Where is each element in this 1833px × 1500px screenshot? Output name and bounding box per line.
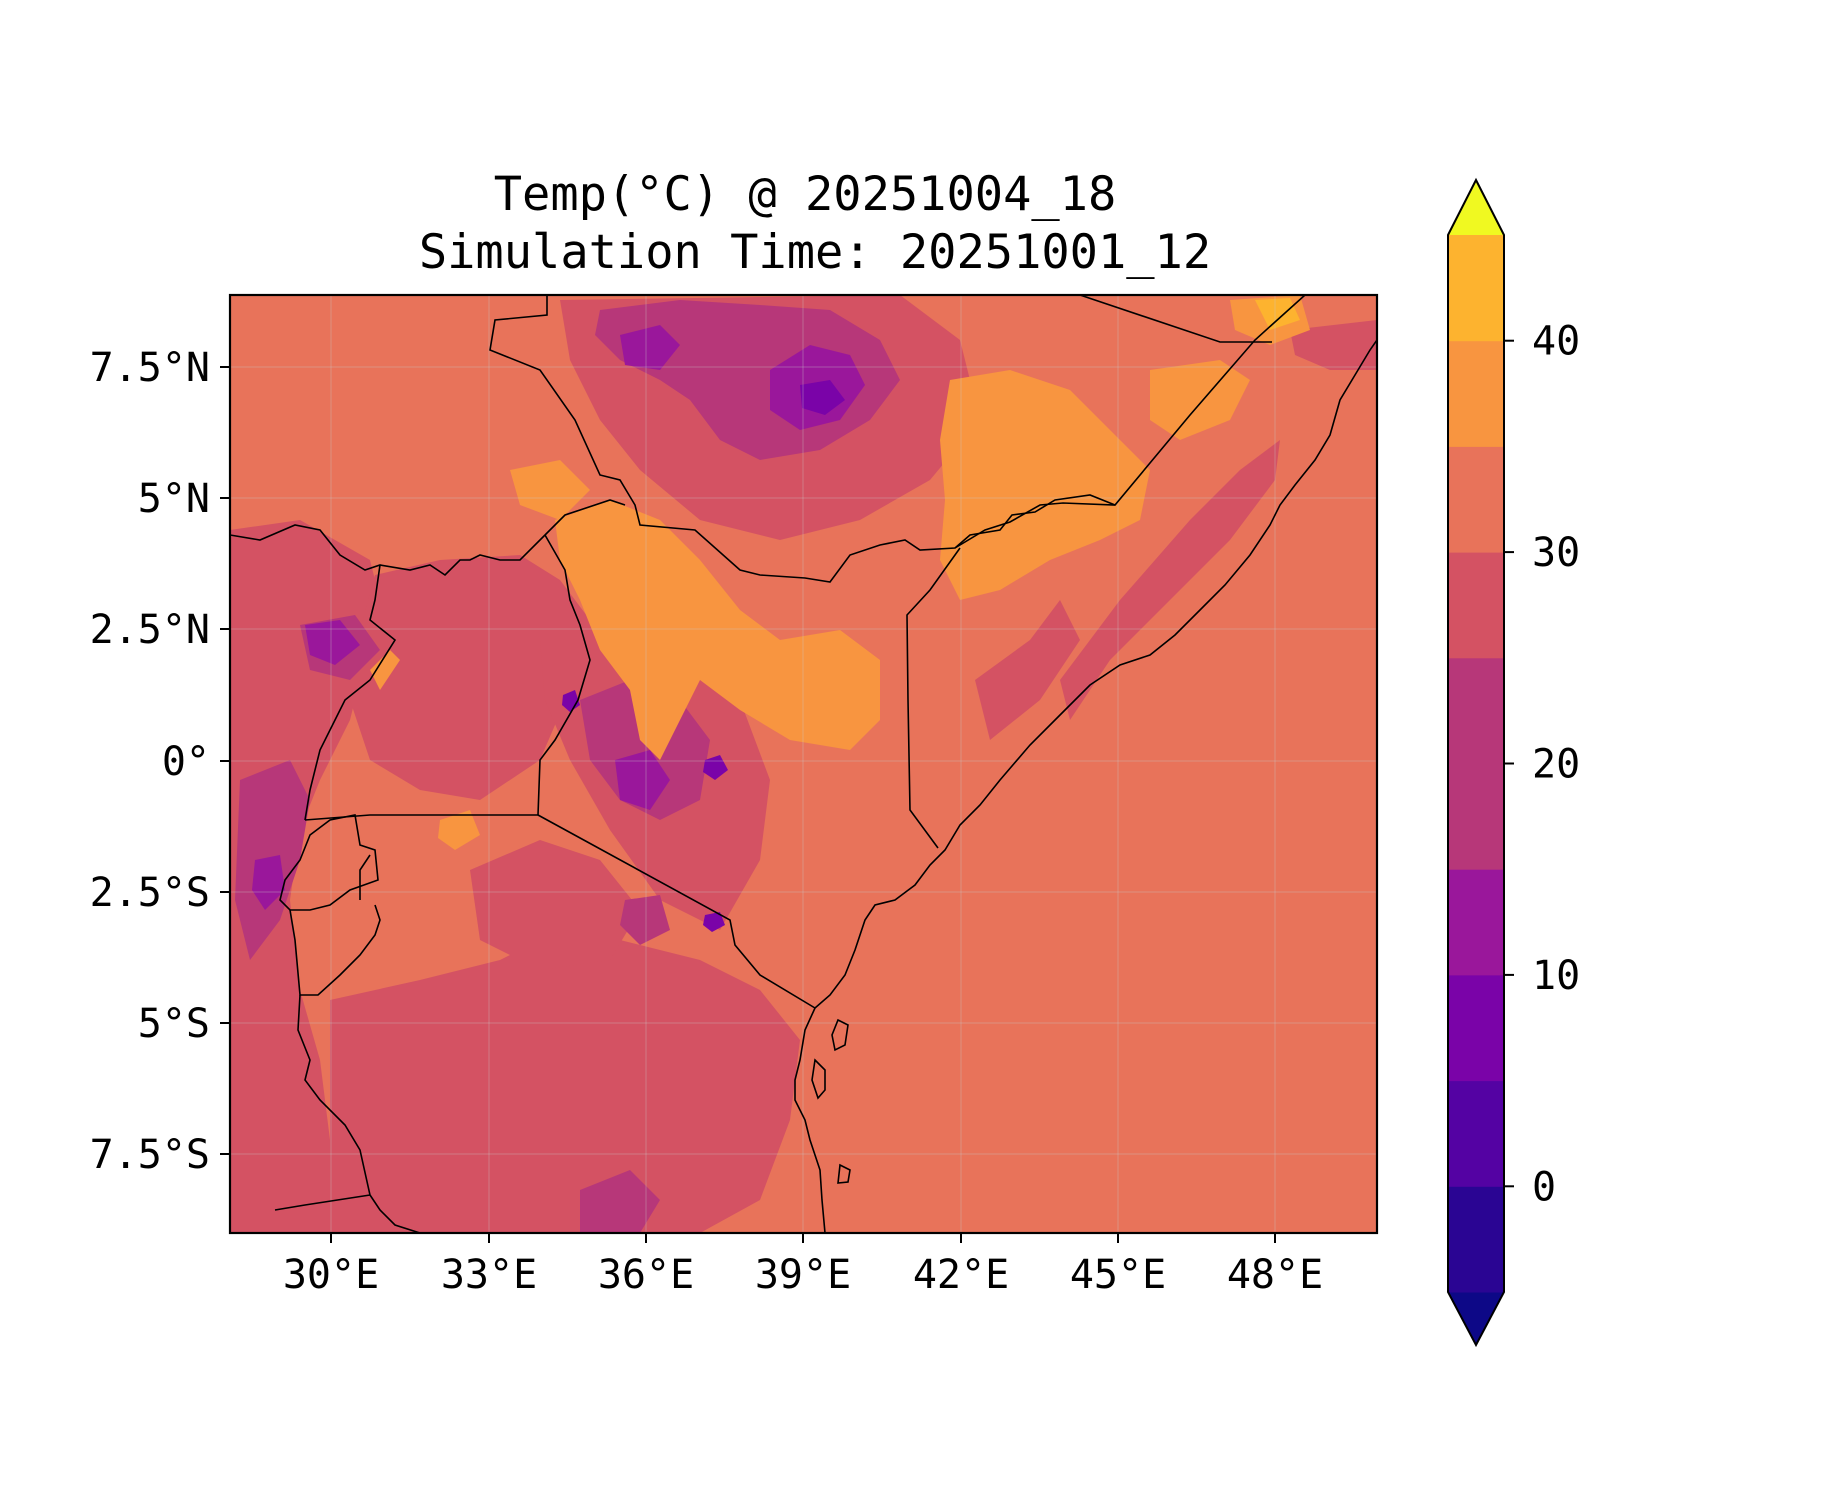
field-5-10-elgon [562, 690, 580, 712]
colorbar-segment [1448, 1186, 1504, 1293]
field-20-25-kenya-coaststrip [975, 600, 1080, 740]
island-mafia [837, 1163, 851, 1184]
island-pemba [811, 1058, 826, 1100]
colorbar-outline [1447, 177, 1505, 1348]
colorbar-segment [1448, 235, 1504, 342]
field-15-20-tanzania-south [580, 1170, 660, 1233]
field-10-15-uganda-west [305, 620, 360, 665]
colorbar-segment [1448, 657, 1504, 764]
border-uganda-tanzania [304, 814, 538, 821]
colorbar-segment [1448, 974, 1504, 1082]
x-tick-label: 33°E [441, 1252, 537, 1298]
border-drc-uganda [304, 564, 397, 821]
field-10-15-rwanda [252, 855, 285, 910]
colorbar-tick-label: 20 [1532, 742, 1580, 788]
y-tick-label: 5°N [138, 476, 210, 522]
y-tick-label: 2.5°N [90, 607, 210, 653]
field-5-10-ethiopia [800, 380, 845, 415]
title-line-1: Temp(°C) @ 20251004_18 [494, 167, 1117, 222]
colorbar-segment [1448, 763, 1504, 870]
field-20-25-tanzania-central [470, 840, 640, 970]
field-20-25-ne-corner [1290, 320, 1377, 370]
field-30-35-drc-strip [370, 650, 400, 690]
field-30-35-turkana [555, 500, 880, 760]
colorbar-segment [1448, 1080, 1504, 1187]
field-10-15-ethiopia-west [620, 325, 680, 370]
border-kenya-ethiopia-somalia [906, 547, 961, 849]
colorbar-extend-max [1448, 180, 1504, 235]
country-borders [230, 295, 1306, 1233]
field-35-40-gulf [1255, 298, 1300, 330]
border-ethiopia-somalia [954, 295, 1306, 549]
y-tick-label: 0° [162, 739, 210, 785]
colorbar-tick-label: 0 [1532, 1164, 1556, 1210]
colorbar-segment [1448, 869, 1504, 976]
colorbar-segment [1448, 446, 1504, 553]
x-tick-label: 48°E [1227, 1252, 1323, 1298]
y-axis-ticks: 7.5°N 5°N 2.5°N 0° 2.5°S 5°S 7.5°S [90, 345, 230, 1178]
field-20-25-tanzania [330, 930, 800, 1233]
field-20-25-west [230, 520, 380, 1233]
temperature-contour-fields [230, 295, 1377, 1233]
x-tick-label: 30°E [283, 1252, 379, 1298]
colorbar-segment [1448, 340, 1504, 447]
coastline [359, 339, 1377, 1233]
border-tanzania-zambia [274, 1194, 371, 1211]
x-tick-label: 45°E [1070, 1252, 1166, 1298]
colorbar-tick-label: 10 [1532, 953, 1580, 999]
field-5-10-kili [703, 912, 725, 932]
x-axis-ticks: 30°E 33°E 36°E 39°E 42°E 45°E 48°E [283, 1233, 1323, 1298]
y-tick-label: 5°S [138, 1001, 210, 1047]
border-burundi-tanzania [289, 904, 381, 996]
field-20-25-somalia-band [1060, 440, 1280, 720]
x-tick-label: 39°E [755, 1252, 851, 1298]
grid-lines [230, 295, 1377, 1233]
title-line-2: Simulation Time: 20251001_12 [419, 225, 1211, 280]
border-somaliland [1079, 295, 1272, 343]
colorbar-tick-label: 40 [1532, 319, 1580, 365]
y-tick-label: 7.5°N [90, 345, 210, 391]
field-5-10-kenya [703, 755, 728, 780]
border-kenya-tanzania [537, 814, 816, 1009]
coastline-east-africa [794, 339, 1377, 1233]
colorbar-tick-label: 30 [1532, 530, 1580, 576]
field-30-35-tanzania-spots [438, 810, 480, 850]
field-15-20-kili [620, 895, 670, 945]
x-tick-label: 42°E [913, 1252, 1009, 1298]
field-30-35-sudan-west [510, 460, 590, 520]
colorbar-extend-min [1448, 1292, 1504, 1345]
field-10-15-kenya [615, 750, 670, 810]
colorbar-segment [1448, 552, 1504, 659]
field-30-35-somaliland [1150, 360, 1250, 440]
x-tick-label: 36°E [598, 1252, 694, 1298]
field-30-35-ogaden [940, 370, 1150, 600]
field-20-25-uganda [350, 555, 590, 800]
border-uganda-kenya [537, 534, 591, 816]
border-rwanda-burundi [279, 814, 379, 911]
border-tanganyika [297, 994, 421, 1233]
island-zanzibar [831, 1018, 849, 1052]
y-tick-label: 7.5°S [90, 1132, 210, 1178]
colorbar: 0 10 20 30 40 [1447, 177, 1580, 1348]
y-tick-label: 2.5°S [90, 870, 210, 916]
map-panel [230, 295, 1377, 1233]
border-south-sudan-ethiopia [489, 295, 1116, 583]
lake-victoria-west-shore [359, 854, 371, 900]
